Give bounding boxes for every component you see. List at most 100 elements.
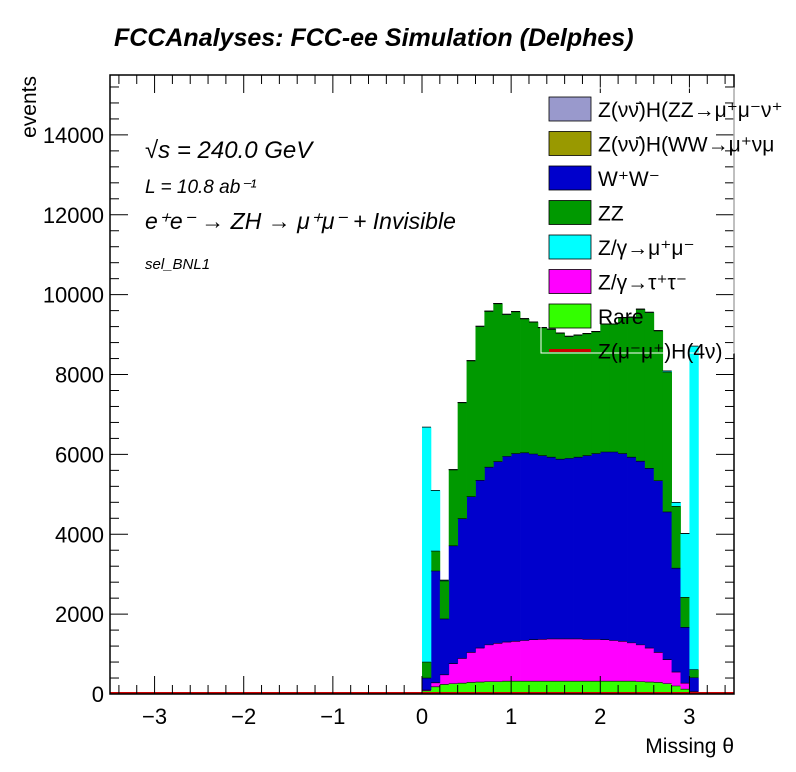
legend-swatch [548,165,592,191]
process-annotation: e⁺e⁻ → ZH → μ⁺μ⁻ + Invisible [145,208,456,234]
bar-segment [564,681,574,694]
bar-segment [448,545,459,664]
bar-segment [680,689,690,694]
bar-segment [555,638,566,682]
bar-segment [484,681,494,694]
bar-segment [680,597,690,628]
bar-segment [591,681,601,694]
bar-segment [511,681,521,694]
bar-segment [689,346,699,670]
bar-segment [600,451,610,640]
bar-segment [564,638,574,682]
bar-segment [671,506,681,569]
bar-segment [644,648,655,683]
legend-swatch [548,303,592,329]
bar-segment [502,681,512,694]
bar-segment [635,644,646,682]
bar-segment [439,580,450,581]
axis-ticks [110,75,734,695]
bar-segment [493,303,503,462]
series-outline [422,303,699,670]
bar-segment [475,682,485,694]
x-tick-label: 2 [594,704,606,729]
bar-segment [618,681,628,694]
bar-segment [502,314,512,457]
bar-segment [502,456,512,643]
bar-segment [573,681,583,694]
bar-segment [475,648,485,683]
bar-segment [422,427,432,663]
bar-segment [618,453,628,642]
bar-segment [502,642,512,682]
histogram-bars [422,303,699,694]
bar-segment [609,324,619,452]
bar-segment [520,452,530,641]
y-tick-label: 2000 [55,602,104,627]
series-outline [422,303,699,581]
bar-segment [457,518,467,659]
bar-segment [546,329,557,458]
bar-segment [618,317,628,454]
bar-segment [555,333,566,460]
bar-segment [422,662,432,679]
bar-segment [528,322,539,454]
bar-segment [635,461,646,645]
bar-segment [635,309,646,462]
bar-segment [582,639,592,682]
bar-segment [457,658,467,684]
series-outline [422,638,699,692]
bar-segment [582,681,592,694]
legend-swatch [548,96,592,122]
y-tick-label: 8000 [55,363,104,388]
x-axis-label: Missing θ [645,735,734,758]
bar-segment [671,568,681,673]
bar-segment [564,336,574,459]
bar-segment [430,571,441,683]
bar-segment [448,663,459,684]
bar-segment [627,681,637,694]
bar-segment [653,480,664,653]
bar-segment [582,455,592,640]
bar-segment [600,639,610,682]
bar-segment [537,327,548,456]
bar-segment [466,360,476,497]
bar-segment [644,682,655,694]
bar-segment [520,681,530,694]
bar-segment [493,643,503,682]
bar-segment [520,319,530,453]
bar-segment [439,618,450,675]
legend-label: W⁺W⁻ [598,168,660,191]
bar-segment [609,640,619,682]
bar-segment [591,639,601,682]
legend: Z(νν̄)H(ZZ→μ⁺μ⁻ν⁺ Z(νν̄)H(WW→μ⁺νμ W⁺W⁻ ZZ Z/… [540,87,783,364]
bar-segment [609,451,619,641]
x-tick-label: 3 [683,704,695,729]
x-tick-label: 1 [505,704,517,729]
y-tick-label: 0 [92,682,104,707]
bar-segment [537,455,548,640]
bar-segment [573,335,583,458]
bar-segment [609,681,619,694]
bar-segment [528,681,539,694]
legend-swatch [548,200,592,225]
x-tick-label: 0 [416,704,428,729]
bar-segment [680,533,690,598]
bar-segment [546,681,557,694]
bar-segment [528,453,539,640]
bar-segment [689,669,699,678]
bar-segment [662,372,672,512]
x-tick-label: −2 [231,704,256,729]
y-tick-label: 4000 [55,522,104,547]
x-tick-label: −1 [320,704,345,729]
bar-segment [466,652,476,683]
bar-segment [430,490,441,552]
bar-segment [671,502,681,507]
legend-label: Z(νν̄)H(WW→μ⁺νμ [598,134,774,157]
bar-segment [511,311,521,454]
bar-segment [573,457,583,639]
series-outline [422,451,699,679]
bar-segment [591,453,601,640]
bar-segment [448,683,459,694]
bar-segment [457,402,467,519]
legend-swatch [548,234,592,260]
